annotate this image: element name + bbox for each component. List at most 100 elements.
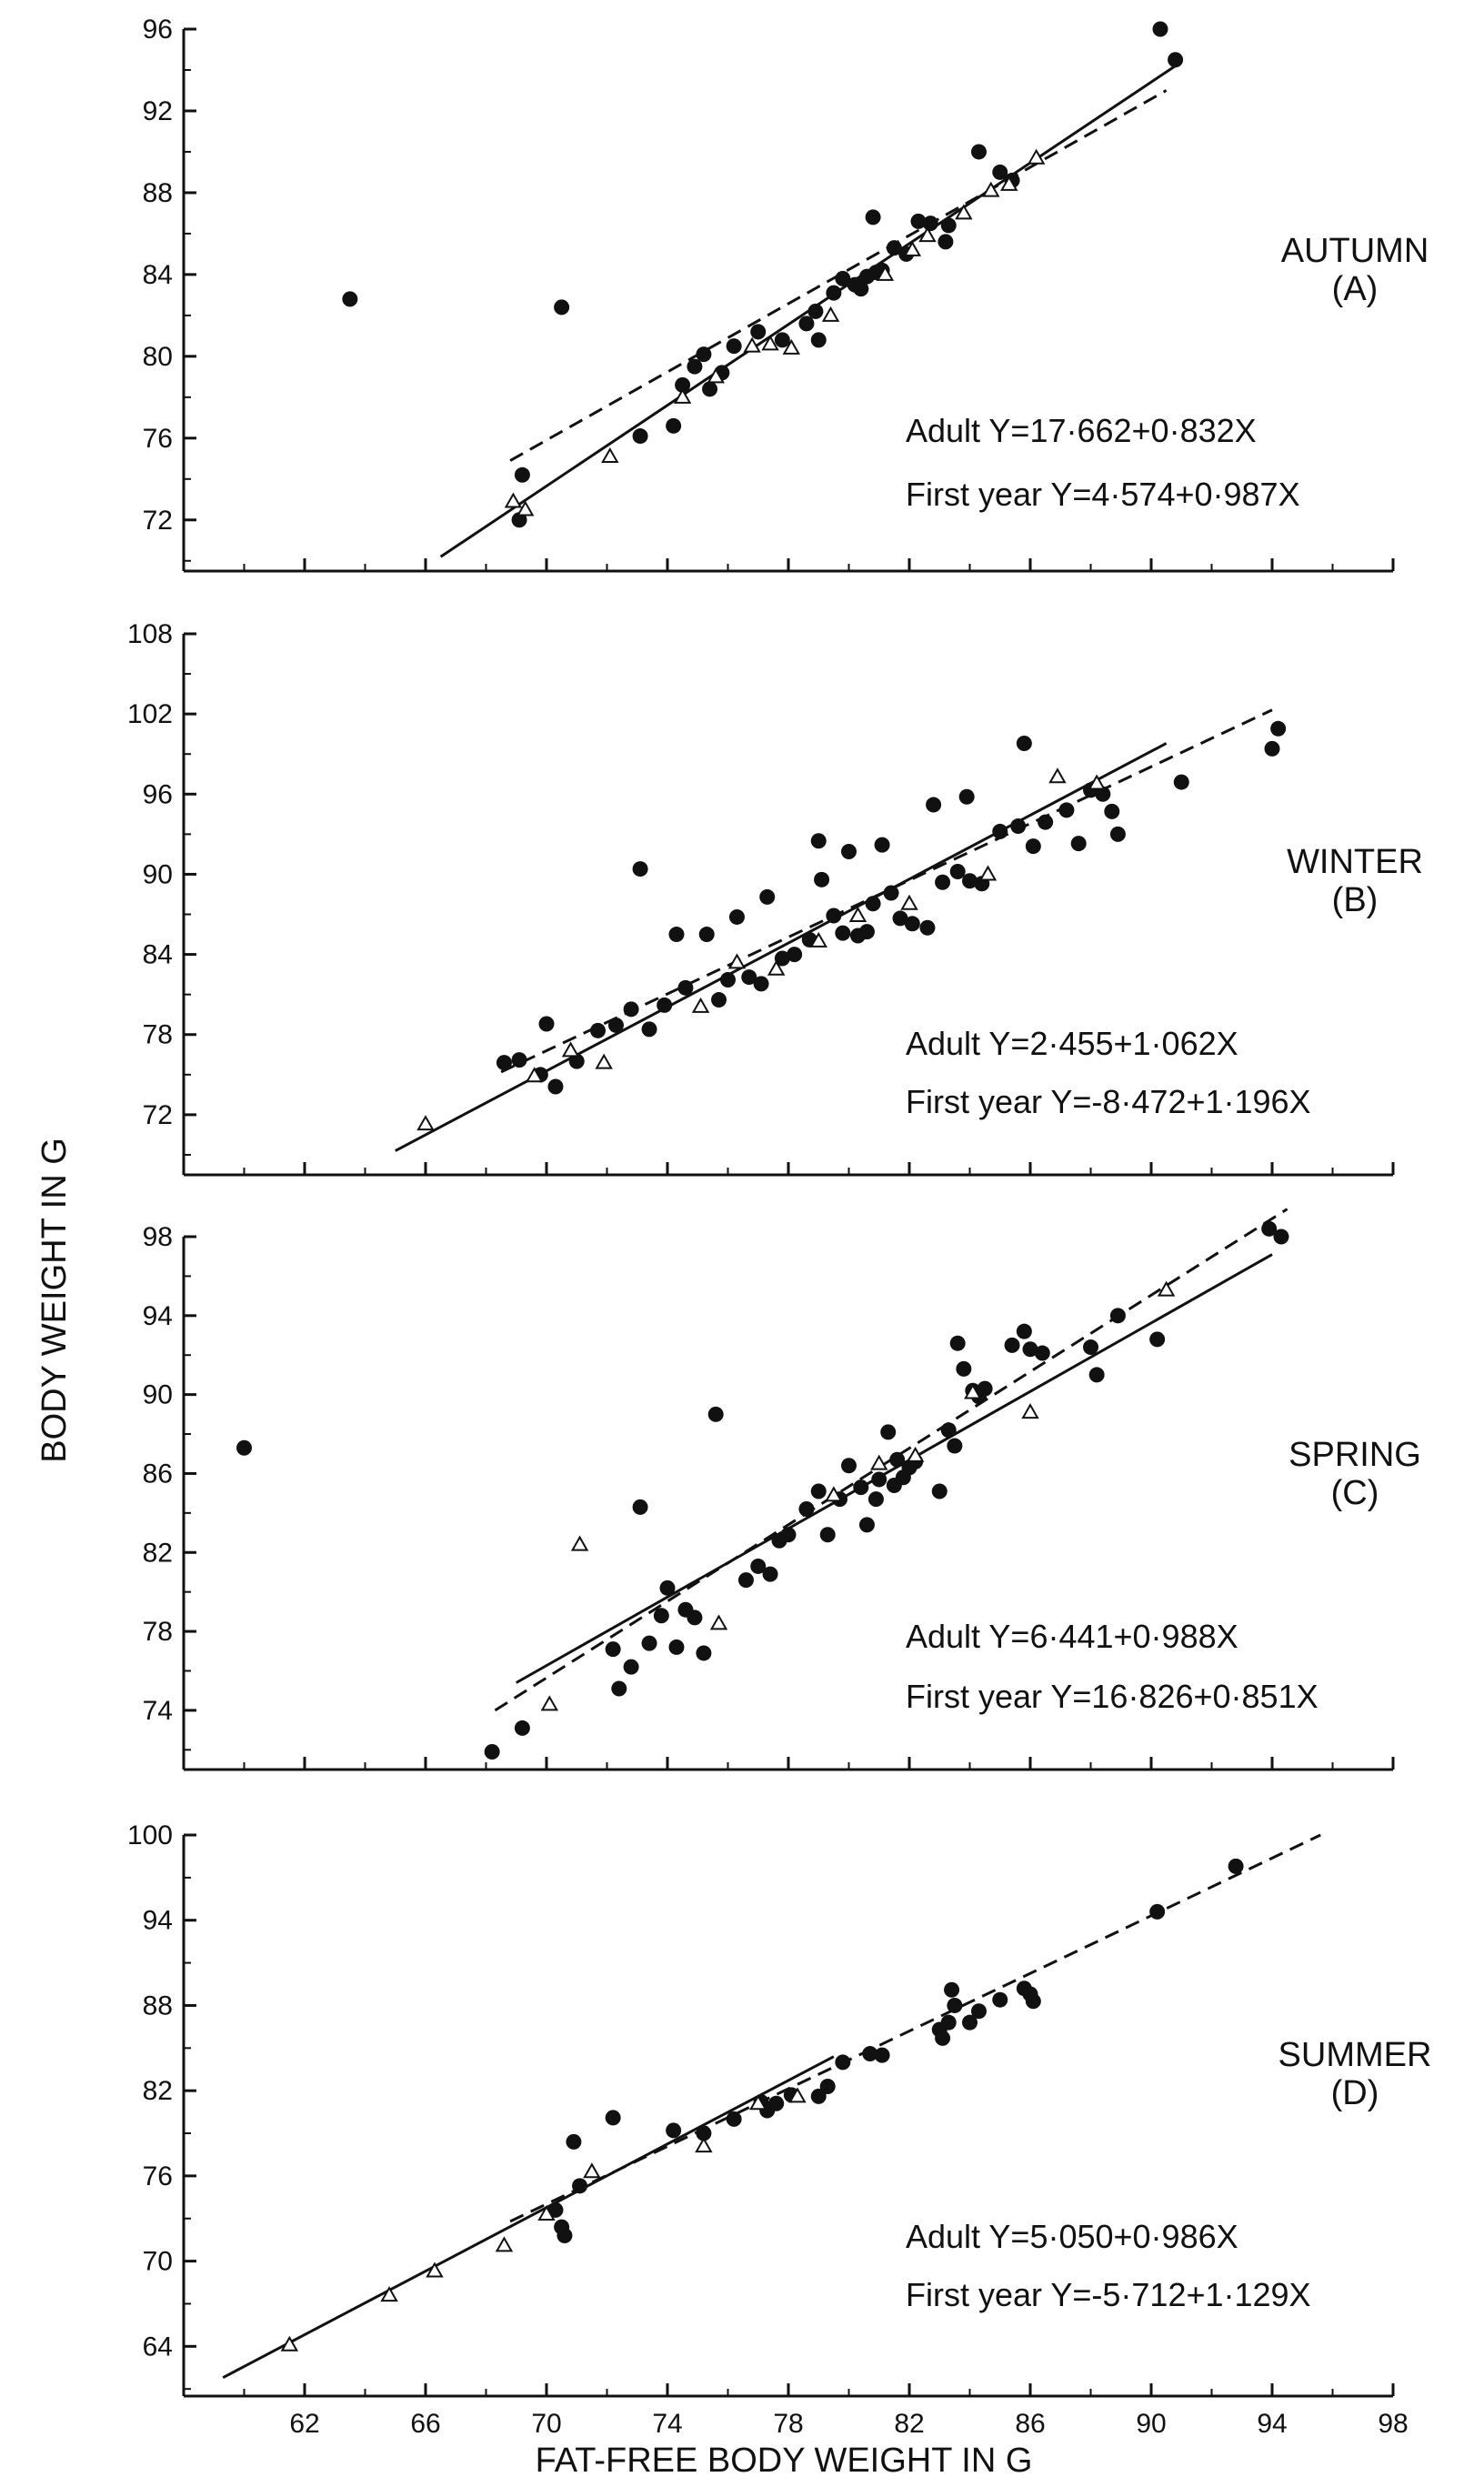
season-letter: (A)	[1332, 270, 1379, 308]
adult-point	[554, 299, 570, 316]
adult-point	[1152, 21, 1168, 37]
adult-point	[798, 316, 815, 332]
y-tick-label: 96	[143, 15, 173, 45]
y-tick-label: 76	[143, 2161, 173, 2191]
adult-point	[935, 874, 951, 890]
adult-point	[874, 2047, 890, 2063]
adult-point	[1058, 802, 1075, 818]
y-tick-label: 84	[143, 260, 173, 290]
adult-point	[759, 888, 776, 905]
season-label: SPRING	[1288, 1436, 1421, 1474]
y-tick-label: 82	[143, 2076, 173, 2106]
x-axis-title: FAT-FREE BODY WEIGHT IN G	[536, 2442, 1033, 2480]
first-year-point	[848, 906, 867, 922]
panel-b: 72 78 84 90 96 102 108 WINTER(B) Adult Y=2·455+1…	[127, 619, 1423, 1177]
y-tick-label: 88	[143, 178, 173, 208]
adult-point	[1270, 720, 1287, 737]
adult-point	[807, 303, 824, 319]
adult-point	[835, 270, 851, 286]
adult-point	[935, 2030, 951, 2046]
y-tick-label: 64	[143, 2332, 173, 2362]
adult-regression-line	[516, 1253, 1273, 1684]
x-tick-label: 62	[289, 2409, 319, 2439]
adult-point	[726, 338, 742, 355]
adult-point	[1083, 1339, 1098, 1356]
adult-point	[696, 2125, 712, 2141]
first-year-point	[583, 2162, 601, 2179]
adult-point	[556, 2227, 573, 2243]
adult-point	[236, 1439, 252, 1456]
first-year-point	[1088, 774, 1106, 790]
adult-point	[605, 1641, 621, 1658]
adult-point	[750, 1558, 767, 1574]
adult-equation: Adult Y=6·441+0·988X	[906, 1618, 1238, 1655]
first-year-point	[903, 240, 922, 256]
y-tick-label: 76	[143, 424, 173, 454]
adult-point	[858, 1517, 875, 1533]
adult-point	[702, 381, 718, 397]
adult-point	[666, 417, 682, 434]
adult-point	[956, 1360, 972, 1377]
adult-point	[720, 972, 736, 988]
adult-point	[992, 164, 1008, 180]
first-year-point	[416, 1115, 435, 1131]
adult-point	[1149, 1903, 1166, 1920]
adult-point	[1273, 1228, 1289, 1245]
adult-point	[1109, 826, 1126, 842]
season-letter: (B)	[1332, 881, 1379, 919]
first-year-point	[767, 959, 786, 976]
adult-point	[867, 1491, 884, 1508]
y-tick-label: 82	[143, 1538, 173, 1568]
y-tick-label: 72	[143, 1100, 173, 1130]
adult-point	[547, 2201, 564, 2218]
adult-point	[922, 216, 938, 232]
first-year-point	[821, 306, 840, 322]
adult-point	[514, 1720, 530, 1736]
adult-point	[1228, 1858, 1244, 1874]
adult-point	[865, 896, 881, 912]
panel-c: 74 78 82 86 90 94 98 SPRING(C) Adult Y=6·441+0·9…	[143, 1208, 1421, 1771]
adult-point	[1016, 1323, 1032, 1339]
adult-point	[853, 281, 869, 297]
first-year-point	[537, 2205, 556, 2221]
adult-point	[1088, 1367, 1105, 1383]
adult-point	[707, 1406, 724, 1422]
adult-point	[641, 1021, 657, 1038]
first-year-point	[727, 953, 747, 969]
y-tick-label: 108	[127, 619, 173, 649]
adult-point	[970, 2003, 987, 2020]
first-year-point	[743, 336, 761, 353]
adult-point	[798, 1501, 815, 1518]
season-letter: (C)	[1331, 1474, 1379, 1512]
adult-point	[947, 1997, 963, 2013]
first-year-point	[504, 492, 523, 508]
first-year-equation: First year Y=-5·712+1·129X	[906, 2276, 1311, 2313]
first-year-point	[900, 894, 918, 910]
adult-point	[668, 927, 685, 943]
y-tick-label: 70	[143, 2247, 173, 2277]
season-label: SUMMER	[1278, 2036, 1432, 2074]
first-year-point	[876, 265, 895, 281]
adult-point	[514, 466, 530, 483]
adult-point	[547, 1078, 564, 1095]
adult-point	[962, 873, 978, 889]
adult-point	[970, 144, 987, 160]
adult-point	[1004, 1337, 1020, 1353]
adult-point	[623, 1659, 639, 1675]
x-tick-label: 74	[652, 2409, 682, 2439]
adult-point	[653, 1608, 669, 1624]
x-tick-label: 94	[1257, 2409, 1287, 2439]
first-year-point	[918, 226, 937, 243]
first-year-point	[695, 2137, 713, 2153]
adult-point	[538, 1016, 555, 1032]
first-year-point	[1000, 175, 1018, 191]
adult-point	[874, 837, 890, 853]
adult-point	[865, 209, 881, 226]
x-tick-label: 82	[894, 2409, 924, 2439]
first-year-point	[749, 2094, 767, 2111]
adult-point	[753, 976, 769, 992]
season-letter: (D)	[1331, 2074, 1379, 2112]
adult-point	[496, 1055, 512, 1071]
first-year-point	[978, 865, 998, 881]
first-year-point	[788, 2087, 807, 2103]
